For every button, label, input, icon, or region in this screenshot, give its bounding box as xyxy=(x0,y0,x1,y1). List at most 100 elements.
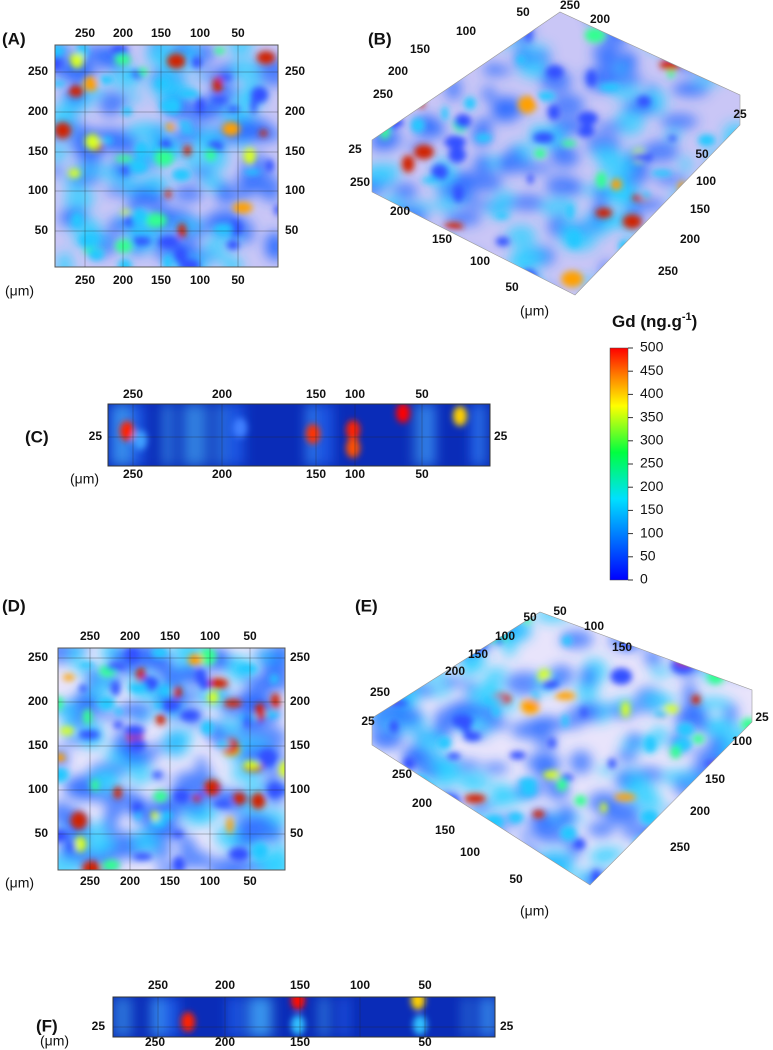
blob xyxy=(113,720,123,730)
blob xyxy=(691,694,701,705)
blob xyxy=(128,681,147,694)
haze-blob xyxy=(427,630,450,656)
haze-blob xyxy=(705,717,728,736)
colorbar-tick-label: 450 xyxy=(640,362,664,378)
tick-label: 250 xyxy=(145,1035,165,1049)
haze-blob xyxy=(145,742,167,753)
haze-blob xyxy=(703,231,720,250)
haze-blob xyxy=(692,249,730,276)
blob xyxy=(71,212,83,228)
haze-blob xyxy=(588,848,616,865)
haze-blob xyxy=(372,12,386,19)
unit-label: (μm) xyxy=(520,903,549,919)
blob xyxy=(730,826,749,834)
blob xyxy=(372,215,379,224)
blob xyxy=(251,842,269,861)
blob xyxy=(556,778,568,792)
blob xyxy=(527,173,534,185)
haze-blob xyxy=(495,190,515,204)
tick-label: 200 xyxy=(212,387,232,401)
haze-blob xyxy=(545,174,578,197)
tick-label: 50 xyxy=(553,604,567,618)
blob xyxy=(661,815,680,833)
blob xyxy=(547,737,556,749)
blob xyxy=(172,686,182,699)
haze-blob xyxy=(725,660,752,679)
blob xyxy=(547,104,560,121)
panel-label: (F) xyxy=(36,1016,58,1035)
haze-blob xyxy=(390,706,424,728)
blob xyxy=(532,132,555,144)
blobs xyxy=(58,648,285,870)
blob xyxy=(214,47,226,55)
blobs xyxy=(120,404,467,458)
blob xyxy=(457,616,469,628)
tick-label: 200 xyxy=(388,64,408,78)
tick-label: 100 xyxy=(28,183,48,197)
haze-blob xyxy=(376,840,399,866)
blob xyxy=(166,53,186,69)
tick-label: 25 xyxy=(348,142,362,156)
tick-label: 250 xyxy=(28,650,48,664)
blob xyxy=(372,781,385,788)
haze-blob xyxy=(485,620,515,629)
haze-blob xyxy=(506,225,537,247)
colorbar-tick-label: 0 xyxy=(640,571,648,587)
blob xyxy=(728,60,739,78)
blob xyxy=(410,117,425,133)
blob xyxy=(197,790,204,798)
tick-label: 100 xyxy=(190,26,210,40)
haze-blob xyxy=(177,836,197,854)
haze-blob xyxy=(545,866,577,877)
blob xyxy=(388,114,396,132)
blob xyxy=(161,698,181,712)
blob xyxy=(700,789,719,800)
blob xyxy=(90,779,100,792)
blobs xyxy=(55,45,278,267)
blob xyxy=(207,141,224,152)
blob xyxy=(269,674,279,684)
tick-label: 100 xyxy=(345,467,365,481)
blob xyxy=(62,674,75,681)
haze-blob xyxy=(119,701,152,718)
blob xyxy=(525,24,532,43)
blob xyxy=(243,168,261,175)
haze-blob xyxy=(618,862,658,885)
haze-blob xyxy=(521,163,553,174)
haze-blob xyxy=(557,803,576,829)
blob xyxy=(692,734,705,744)
blob xyxy=(408,655,431,673)
blob xyxy=(651,169,673,177)
tick-label: 25 xyxy=(361,714,375,728)
haze-blob xyxy=(98,91,123,117)
blob xyxy=(453,406,467,426)
blob xyxy=(175,120,193,127)
heatmap xyxy=(55,45,278,267)
blob xyxy=(437,736,452,750)
blob xyxy=(97,696,116,711)
tick-label: 50 xyxy=(516,5,530,19)
blob xyxy=(73,836,87,853)
blob xyxy=(386,117,404,128)
colorbar-tick-label: 500 xyxy=(640,339,664,355)
tick-label: 100 xyxy=(460,845,480,859)
blob xyxy=(446,752,461,760)
haze-blob xyxy=(482,65,513,76)
blob xyxy=(633,12,648,16)
haze-blob xyxy=(476,118,495,127)
haze-blob xyxy=(708,23,728,35)
tick-label: 100 xyxy=(732,734,752,748)
blob xyxy=(618,239,630,254)
blob xyxy=(443,33,457,49)
blob xyxy=(577,111,599,126)
blob xyxy=(732,872,748,880)
tick-label: 100 xyxy=(495,629,515,643)
blob xyxy=(171,168,192,182)
haze-blob xyxy=(666,638,698,649)
haze-blob xyxy=(498,154,511,174)
blob xyxy=(223,699,242,708)
haze-blob xyxy=(518,58,548,79)
blob xyxy=(464,793,486,804)
haze-blob xyxy=(481,86,496,102)
blob xyxy=(438,845,454,860)
